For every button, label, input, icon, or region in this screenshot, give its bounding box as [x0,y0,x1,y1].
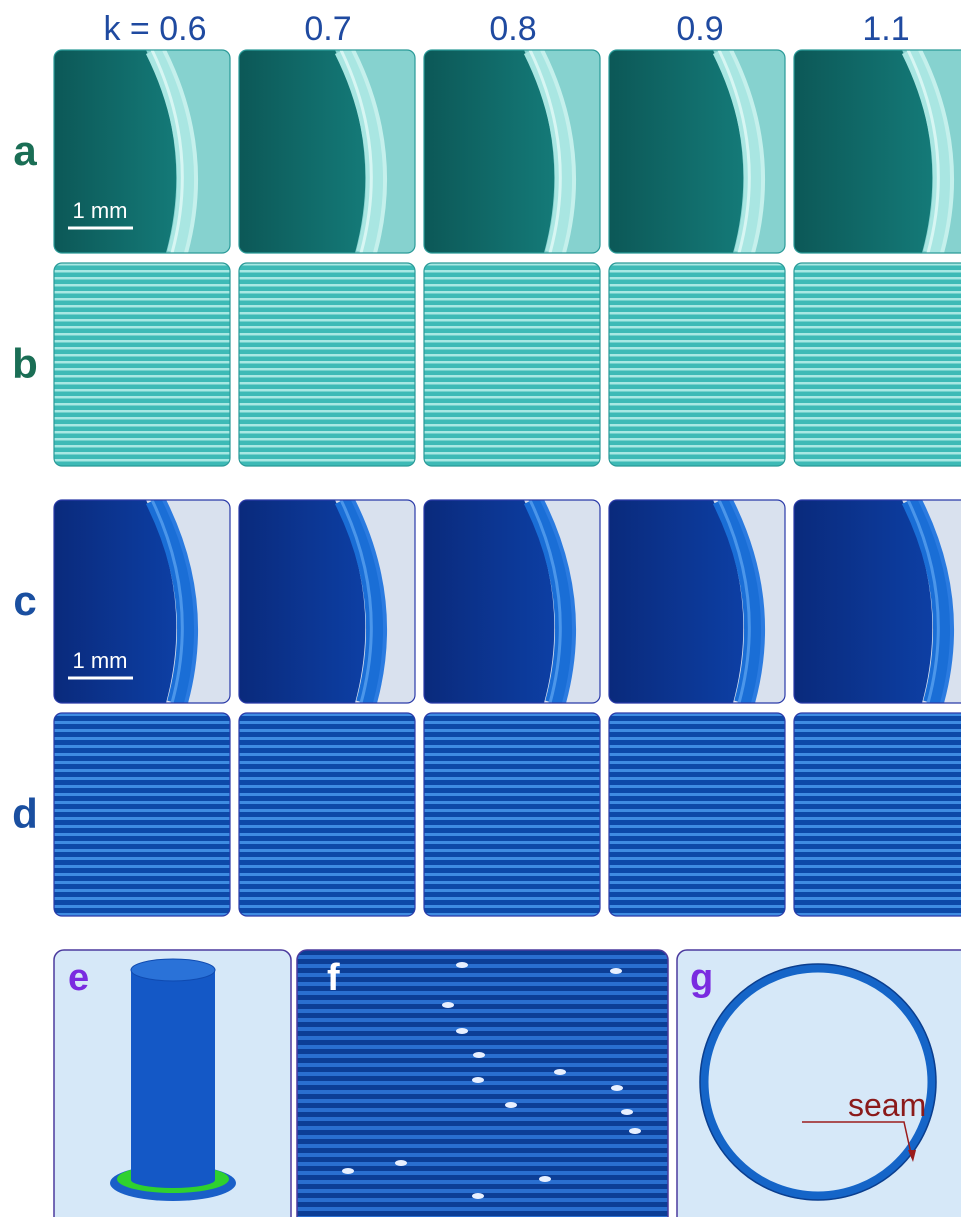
page: {"columns":["k = 0.6","0.7","0.8","0.9",… [0,0,961,1217]
column-header: 0.8 [489,10,536,48]
photo-tile [609,500,785,703]
column-header: 0.9 [676,10,723,48]
layers [54,263,230,466]
layers [424,713,600,916]
scale-label: 1 mm [73,648,128,673]
seam-label: seam [848,1087,926,1123]
photo-tile [239,500,415,703]
layers [239,713,415,916]
column-header: 0.7 [304,10,351,48]
layers [424,263,600,466]
photo-tile [54,713,230,916]
layers [54,713,230,916]
panel-f-frame [297,950,668,1217]
photo-tile [609,713,785,916]
panel-label: e [68,957,89,999]
dark-region [424,500,554,703]
layers [609,713,785,916]
dark-region [239,50,365,253]
photo-tile [424,713,600,916]
column-header: k = 0.6 [103,10,206,48]
photo-tile [794,50,961,253]
layers [794,713,961,916]
panel-label: g [690,957,713,999]
cylinder-body [131,970,215,1180]
figure: seam e f g k = 0.6 0.7 0.8 0.9 1.1 a b c d 1 mm 1 … [0,0,961,1217]
panel-g-frame [677,950,961,1217]
cylinder-bottom [131,1172,215,1188]
dark-region [239,500,365,703]
dark-region [609,500,743,703]
scale-label: 1 mm [73,198,128,223]
column-header: 1.1 [862,10,909,48]
cylinder-top [131,959,215,981]
photo-tile [794,263,961,466]
photo-tile [239,50,415,253]
row-label: d [12,790,38,837]
photo-tile [424,263,600,466]
panel-label: f [327,957,340,999]
photo-tile [794,713,961,916]
photo-tile [424,50,600,253]
photo-tile [239,713,415,916]
layers [239,263,415,466]
dark-region [609,50,743,253]
dark-region [794,50,932,253]
dark-region [794,500,932,703]
row-label: c [13,577,36,624]
layers [609,263,785,466]
photo-tile [609,50,785,253]
photo-tile [794,500,961,703]
row-label: a [13,127,37,174]
bottom-panels [54,950,961,1217]
row-label: b [12,340,38,387]
photo-tile [609,263,785,466]
photo-grid [54,50,961,916]
layers [794,263,961,466]
photo-tile [239,263,415,466]
photo-tile [54,263,230,466]
photo-tile [424,500,600,703]
dark-region [424,50,554,253]
